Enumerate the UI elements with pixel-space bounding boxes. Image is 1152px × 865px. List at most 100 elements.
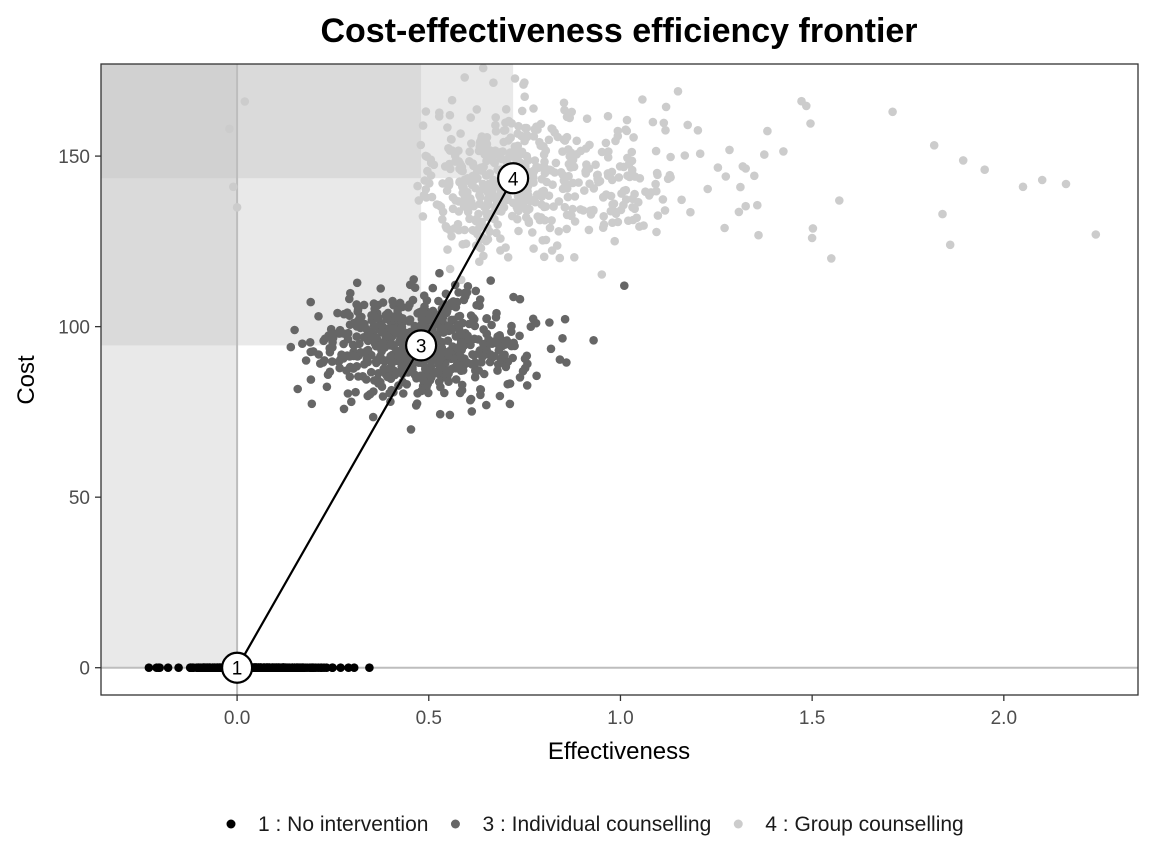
scatter-point [456,352,466,362]
x-tick-label: 1.5 [799,708,825,729]
scatter-point [599,220,609,229]
scatter-point [515,373,525,382]
scatter-point [593,174,602,183]
scatter-point [725,145,734,155]
scatter-point [651,146,661,156]
scatter-point [339,309,349,319]
scatter-point [379,364,389,374]
scatter-point [634,197,643,207]
scatter-point [436,382,445,392]
scatter-point [544,191,554,200]
scatter-point [144,663,154,672]
scatter-point [336,663,345,672]
scatter-point [621,185,631,195]
scatter-point [229,182,238,192]
legend-label: 4 : Group counselling [765,813,963,836]
scatter-point [555,355,565,364]
scatter-point [383,372,392,382]
scatter-point [497,154,506,164]
scatter-point [661,126,670,135]
scatter-point [489,78,498,87]
scatter-point [503,136,513,145]
scatter-point [427,373,436,382]
dominance-region [101,64,238,668]
scatter-point [686,207,695,217]
scatter-point [516,131,526,141]
scatter-point [606,206,616,216]
scatter-point [317,663,326,672]
scatter-point [438,315,447,325]
scatter-point [597,147,607,157]
scatter-point [601,138,611,148]
scatter-point [763,126,772,136]
scatter-point [363,357,373,367]
y-axis: 0 50 100 150 [58,147,101,680]
scatter-point [435,409,445,419]
y-tick-label: 100 [58,318,90,339]
scatter-point [629,133,638,142]
scatter-point [339,354,348,363]
scatter-point [522,206,532,215]
scatter-point [610,236,619,246]
scatter-point [929,141,939,150]
scatter-point [454,207,464,216]
scatter-point [589,336,598,345]
scatter-point [293,384,303,394]
scatter-point [570,252,579,262]
scatter-point [485,169,495,178]
scatter-point [328,343,337,352]
scatter-point [406,425,416,434]
scatter-point [510,74,520,83]
legend-swatch [733,819,743,829]
scatter-point [677,195,686,205]
dominance-region [101,64,514,179]
scatter-point [391,313,401,323]
scatter-point [552,241,562,250]
scatter-point [494,346,504,355]
scatter-point [544,135,554,145]
scatter-point [504,116,514,126]
scatter-point [621,195,631,204]
scatter-point [477,217,487,227]
scatter-point [741,201,750,211]
scatter-point [376,284,386,293]
scatter-point [477,358,486,367]
scatter-point [620,281,629,291]
scatter-point [419,190,429,200]
scatter-point [572,136,581,146]
scatter-point [753,200,762,210]
scatter-point [455,388,465,398]
scatter-point [456,129,465,138]
scatter-point [335,363,345,373]
scatter-point [622,115,632,125]
scatter-point [426,171,436,180]
scatter-point [624,216,633,225]
scatter-point [641,187,650,196]
scatter-point [467,407,477,416]
scatter-point [453,219,463,229]
scatter-point [635,222,644,231]
scatter-point [651,179,660,189]
scatter-point [613,217,623,227]
plot-border [100,63,1139,696]
scatter-point [545,318,554,327]
y-axis-title: Cost [13,355,40,405]
scatter-point [377,341,387,350]
scatter-point [616,205,626,215]
scatter-point [399,389,408,398]
scatter-point [458,318,468,328]
scatter-point [483,235,493,244]
scatter-point [306,297,316,307]
scatter-point [427,312,437,321]
scatter-point [339,404,349,414]
scatter-point [554,227,563,236]
scatter-point [760,150,769,159]
scatter-point [465,202,475,211]
scatter-point [695,149,705,158]
scatter-point [380,356,389,365]
scatter-point [458,366,468,375]
scatter-point [163,663,173,672]
scatter-point [482,314,492,323]
scatter-point [779,147,788,156]
